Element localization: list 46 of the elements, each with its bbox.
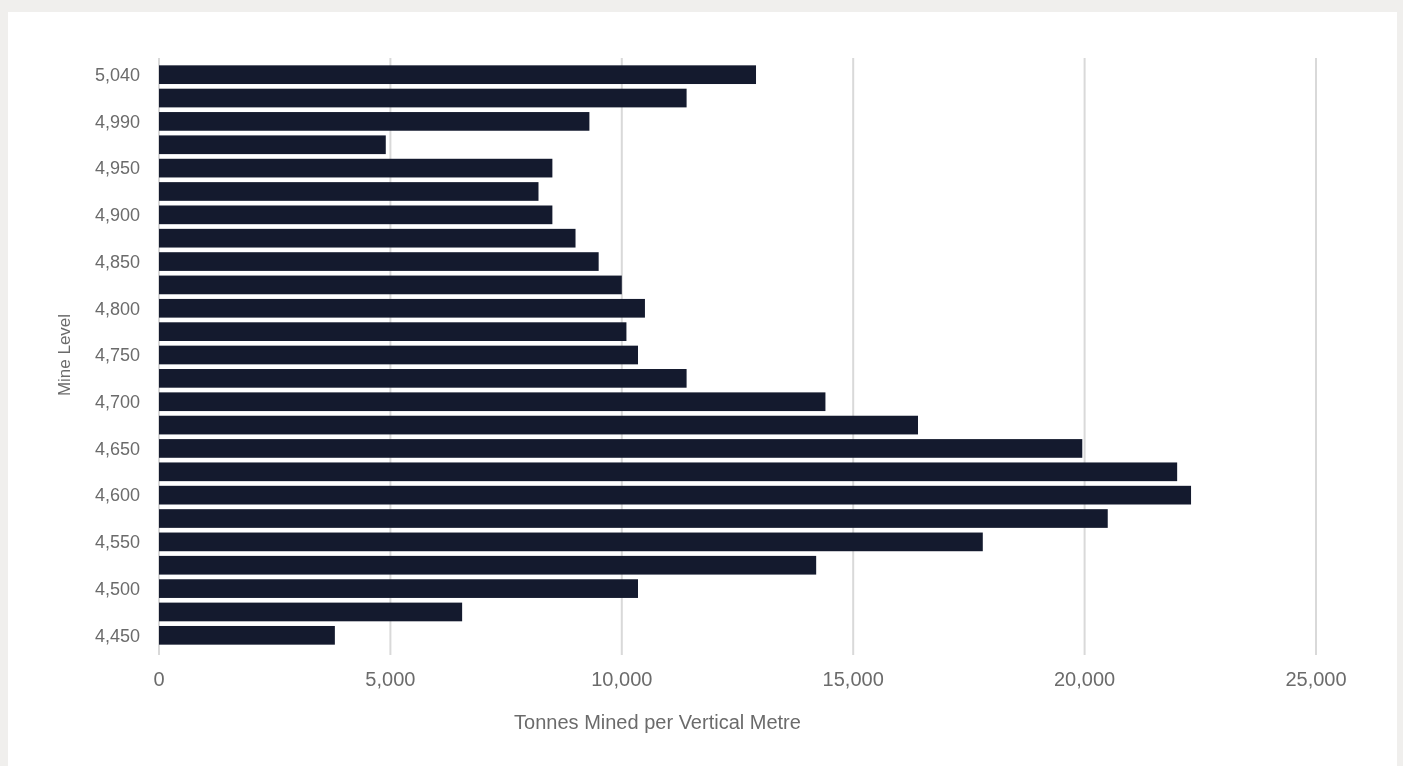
x-tick-label: 25,000 xyxy=(1285,668,1347,690)
bar xyxy=(159,65,757,85)
bar xyxy=(159,625,335,645)
bar xyxy=(159,275,622,295)
bar xyxy=(159,345,638,365)
bar xyxy=(159,555,817,575)
bar xyxy=(159,112,590,131)
bar xyxy=(159,298,645,318)
bar xyxy=(159,135,386,155)
y-tick-label: 4,950 xyxy=(94,158,140,179)
x-tick-label: 5,000 xyxy=(365,668,416,690)
bar xyxy=(159,252,599,271)
bar xyxy=(159,392,826,412)
y-tick-label: 4,850 xyxy=(94,251,140,272)
y-tick-label: 4,600 xyxy=(94,485,140,506)
bar xyxy=(159,439,1083,458)
bar xyxy=(159,509,1108,528)
bar xyxy=(159,415,918,435)
bar xyxy=(159,579,638,598)
y-tick-label: 4,700 xyxy=(94,392,140,413)
bar xyxy=(159,485,1192,505)
y-tick-label: 4,450 xyxy=(94,625,140,646)
y-tick-label: 4,750 xyxy=(94,345,140,366)
bar xyxy=(159,88,687,108)
x-axis-title: Tonnes Mined per Vertical Metre xyxy=(514,711,801,733)
bar xyxy=(159,369,687,388)
x-tick-label: 15,000 xyxy=(822,668,884,690)
y-tick-label: 4,800 xyxy=(94,298,140,319)
x-tick-label: 20,000 xyxy=(1054,668,1116,690)
bar xyxy=(159,322,627,341)
bar xyxy=(159,532,983,552)
y-tick-label: 4,990 xyxy=(94,111,140,132)
y-tick-label: 4,900 xyxy=(94,205,140,226)
y-axis-title: Mine Level xyxy=(55,313,74,397)
y-tick-label: 4,650 xyxy=(94,438,140,459)
bar xyxy=(159,205,553,225)
y-tick-label: 5,040 xyxy=(94,64,140,85)
bar xyxy=(159,602,463,622)
bar xyxy=(159,182,539,201)
x-tick-label: 0 xyxy=(153,668,165,690)
bar xyxy=(159,158,553,178)
x-tick-label: 10,000 xyxy=(591,668,653,690)
bar xyxy=(159,228,576,248)
bar xyxy=(159,462,1178,482)
y-tick-label: 4,500 xyxy=(94,578,140,599)
y-tick-label: 4,550 xyxy=(94,532,140,553)
